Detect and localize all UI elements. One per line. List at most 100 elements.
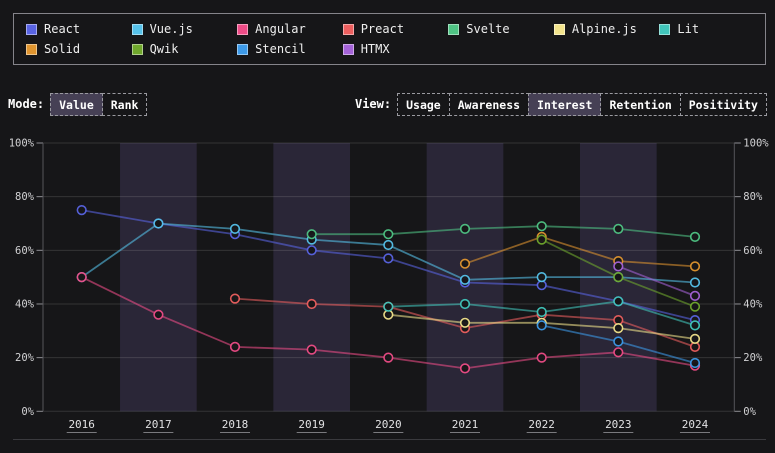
legend-swatch-preact xyxy=(342,23,354,35)
legend-swatch-solid xyxy=(26,43,37,55)
mode-button-value[interactable]: Value xyxy=(50,92,103,116)
legend-label: Stencil xyxy=(255,41,306,56)
data-point-stencil-2023[interactable] xyxy=(613,336,624,347)
controls-bar: Mode: Value Rank View: Usage Awareness Inte… xyxy=(0,92,775,116)
data-point-angular-2018[interactable] xyxy=(229,341,241,353)
mode-button-rank[interactable]: Rank xyxy=(101,92,148,116)
legend-swatch-qwik xyxy=(131,43,143,55)
data-point-preact-2018[interactable] xyxy=(229,293,241,304)
legend-swatch-react xyxy=(26,23,37,35)
x-axis-year-2016[interactable]: 2016 xyxy=(68,418,95,431)
data-point-stencil-2024[interactable] xyxy=(689,357,701,369)
data-point-react-2019[interactable] xyxy=(306,245,317,256)
data-point-alpine-js-2024[interactable] xyxy=(689,333,701,345)
y-axis-label-left-0: 0% xyxy=(21,406,34,418)
data-point-angular-2019[interactable] xyxy=(306,344,317,355)
data-point-angular-2021[interactable] xyxy=(459,363,471,374)
data-point-solid-2024[interactable] xyxy=(689,261,701,272)
legend-item-htmx[interactable]: HTMX xyxy=(342,41,449,56)
y-axis-label-right-60: 60% xyxy=(743,245,763,257)
data-point-angular-2022[interactable] xyxy=(536,352,547,363)
series-line-solid xyxy=(464,235,696,268)
legend-label: Preact xyxy=(360,21,405,36)
data-point-angular-2020[interactable] xyxy=(383,352,394,363)
data-point-svelte-2021[interactable] xyxy=(459,223,471,234)
data-point-svelte-2019[interactable] xyxy=(306,229,317,240)
data-point-svelte-2024[interactable] xyxy=(689,231,701,242)
data-point-lit-2024[interactable] xyxy=(689,320,701,331)
y-axis-label-right-40: 40% xyxy=(743,298,763,310)
x-axis-year-2021[interactable]: 2021 xyxy=(452,418,479,431)
data-point-htmx-2024[interactable] xyxy=(689,290,701,302)
legend-label: Lit xyxy=(677,21,700,36)
legend-label: HTMX xyxy=(360,41,390,56)
legend-item-stencil[interactable]: Stencil xyxy=(237,41,343,56)
series-line-htmx xyxy=(617,265,696,297)
legend-swatch-angular xyxy=(237,23,249,35)
legend-swatch-svelte xyxy=(448,23,460,35)
y-axis-label-left-20: 20% xyxy=(15,352,35,364)
data-point-svelte-2022[interactable] xyxy=(536,221,547,232)
legend-label: Svelte xyxy=(466,21,510,36)
data-point-vue-js-2020[interactable] xyxy=(383,239,394,251)
x-axis-year-2024[interactable]: 2024 xyxy=(682,418,709,431)
legend-item-alpine-js[interactable]: Alpine.js xyxy=(553,21,660,36)
data-point-angular-2023[interactable] xyxy=(613,347,624,358)
data-point-preact-2019[interactable] xyxy=(306,298,317,310)
legend-label: Solid xyxy=(44,41,81,56)
legend-item-svelte[interactable]: Svelte xyxy=(448,21,554,36)
legend-label: Alpine.js xyxy=(571,21,637,36)
year-band-2017 xyxy=(120,143,197,412)
mode-control: Mode: Value Rank xyxy=(8,92,148,116)
x-axis-year-2023[interactable]: 2023 xyxy=(605,418,632,431)
data-point-lit-2022[interactable] xyxy=(536,306,547,318)
data-point-qwik-2022[interactable] xyxy=(536,234,547,245)
data-point-react-2020[interactable] xyxy=(383,253,394,264)
view-button-group: Usage Awareness Interest Retention Positivit… xyxy=(397,92,767,116)
data-point-qwik-2023[interactable] xyxy=(613,272,624,283)
data-point-vue-js-2024[interactable] xyxy=(689,277,701,288)
x-axis-year-2020[interactable]: 2020 xyxy=(375,418,402,431)
legend-item-solid[interactable]: Solid xyxy=(26,41,132,56)
y-axis-label-right-20: 20% xyxy=(743,352,763,364)
year-band-2019 xyxy=(273,143,351,412)
y-axis-label-left-100: 100% xyxy=(9,138,35,150)
data-point-qwik-2024[interactable] xyxy=(689,301,701,312)
data-point-angular-2016[interactable] xyxy=(76,272,87,283)
data-point-alpine-js-2023[interactable] xyxy=(613,323,624,334)
legend-item-angular[interactable]: Angular xyxy=(237,22,343,36)
data-point-lit-2021[interactable] xyxy=(459,298,471,310)
data-point-lit-2020[interactable] xyxy=(383,301,394,312)
data-point-svelte-2023[interactable] xyxy=(613,223,624,234)
mode-label: Mode: xyxy=(8,97,45,111)
data-point-react-2016[interactable] xyxy=(76,205,87,216)
legend-item-preact[interactable]: Preact xyxy=(342,21,449,36)
legend-label: React xyxy=(44,21,81,36)
view-button-interest[interactable]: Interest xyxy=(528,92,602,116)
x-axis-year-2017[interactable]: 2017 xyxy=(145,418,172,431)
data-point-htmx-2023[interactable] xyxy=(613,261,624,272)
data-point-lit-2023[interactable] xyxy=(613,296,624,307)
legend-item-lit[interactable]: Lit xyxy=(659,21,765,36)
data-point-solid-2021[interactable] xyxy=(459,258,471,269)
view-button-positivity[interactable]: Positivity xyxy=(679,92,767,116)
data-point-vue-js-2017[interactable] xyxy=(153,218,164,229)
data-point-vue-js-2018[interactable] xyxy=(229,223,241,234)
y-axis-label-left-80: 80% xyxy=(15,191,35,203)
legend-swatch-lit xyxy=(659,23,671,35)
data-point-vue-js-2021[interactable] xyxy=(459,274,471,285)
legend-item-react[interactable]: React xyxy=(26,21,132,36)
legend-item-qwik[interactable]: Qwik xyxy=(131,42,238,56)
series-line-svelte xyxy=(311,225,696,238)
legend-item-vue-js[interactable]: Vue.js xyxy=(131,22,238,36)
x-axis-year-2018[interactable]: 2018 xyxy=(222,418,249,431)
data-point-vue-js-2022[interactable] xyxy=(536,272,547,283)
data-point-alpine-js-2021[interactable] xyxy=(459,317,471,328)
legend-swatch-alpine-js xyxy=(553,23,565,35)
data-point-svelte-2020[interactable] xyxy=(383,229,394,240)
data-point-angular-2017[interactable] xyxy=(153,309,164,320)
data-point-stencil-2022[interactable] xyxy=(536,320,547,331)
x-axis-year-2022[interactable]: 2022 xyxy=(528,418,555,431)
x-axis-year-2019[interactable]: 2019 xyxy=(298,418,325,431)
